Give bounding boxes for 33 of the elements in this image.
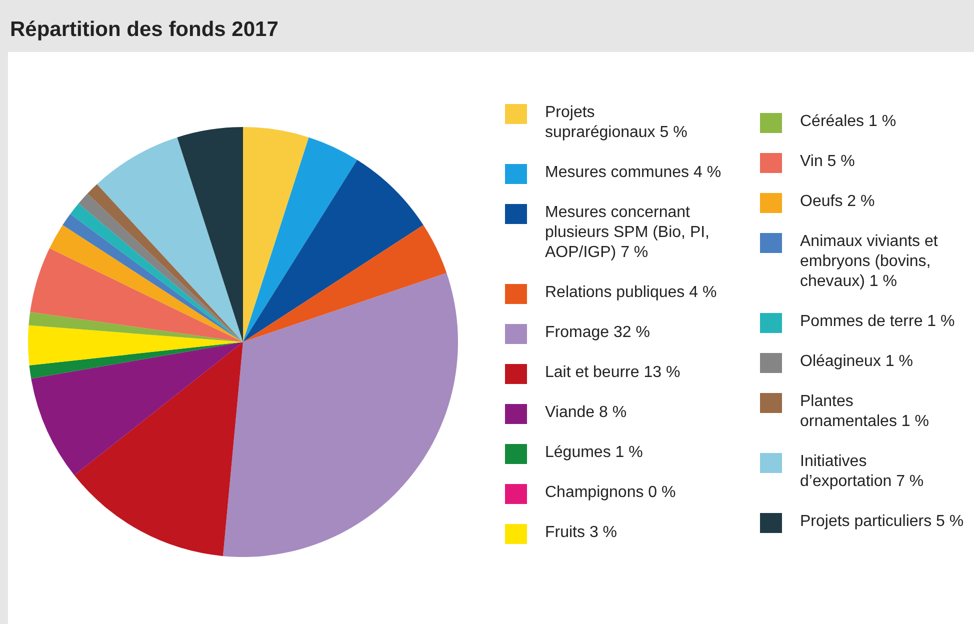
legend-label: Projets particuliers 5 % (800, 513, 964, 530)
chart-title: Répartition des fonds 2017 (10, 18, 278, 41)
legend-label: Viande 8 % (545, 404, 627, 421)
pie-slice (243, 160, 424, 342)
legend-label: Oeufs 2 % (800, 193, 875, 210)
pie-slice (28, 325, 243, 366)
legend-label: Oléagineux 1 % (800, 353, 913, 370)
legend-label: Vin 5 % (800, 153, 855, 170)
legend-label: Fruits 3 % (545, 524, 618, 541)
legend-label: Lait et beurre 13 % (545, 364, 680, 381)
legend-label: Animaux viviants et embryons (bovins, chevaux) 1 % (800, 233, 938, 290)
legend-label: Céréales 1 % (800, 113, 896, 130)
pie-slice (243, 224, 447, 342)
legend-label: Relations publiques 4 % (545, 284, 717, 301)
legend-label: Mesures communes 4 % (545, 164, 722, 181)
pie-slice (222, 273, 458, 557)
legend-label: Pommes de terre 1 % (800, 313, 955, 330)
legend-label: Champignons 0 % (545, 484, 676, 501)
legend-label: Projets suprarégionaux 5 % (545, 104, 688, 141)
pie-slice (31, 342, 243, 476)
pie-slice (74, 342, 243, 556)
legend-label: Mesures concernant plusieurs SPM (Bio, PI, AOP/IGP) 7 % (545, 204, 710, 261)
legend-label: Plantes ornamentales 1 % (800, 393, 929, 430)
pie-slice (29, 342, 243, 379)
legend-label: Initiatives d’exportation 7 % (800, 453, 924, 490)
legend-label: Fromage 32 % (545, 324, 650, 341)
pie-slice (96, 137, 243, 342)
pie-slice (28, 312, 243, 342)
legend-label: Légumes 1 % (545, 444, 643, 461)
pie-slice (243, 127, 309, 342)
pie-slice (243, 137, 358, 342)
pie-slice (177, 127, 243, 342)
pie-slice (30, 248, 243, 342)
